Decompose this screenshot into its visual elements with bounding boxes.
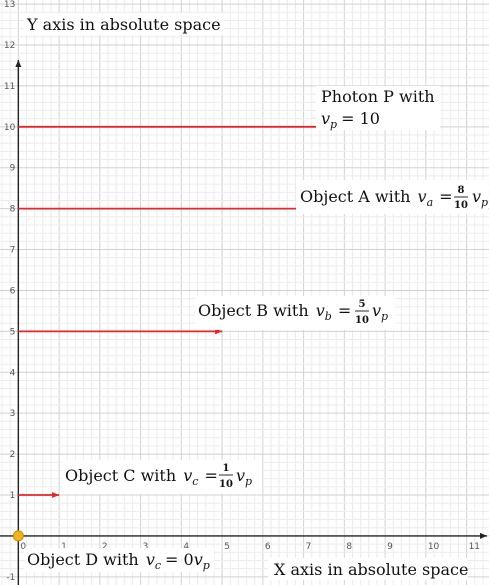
svg-text:8: 8 <box>458 185 465 196</box>
object-a-label: Object A with va = 8 10 vp <box>296 180 488 214</box>
svg-text:1: 1 <box>223 463 230 474</box>
y-tick-label: 1 <box>10 491 16 501</box>
svg-text:Object C with vc=: Object C with vc = <box>65 466 218 488</box>
y-tick-label: 13 <box>4 0 15 10</box>
x-tick-label: 6 <box>265 542 271 552</box>
x-tick-label: 2 <box>102 542 108 552</box>
y-tick-label: 11 <box>4 82 15 92</box>
photon-p-label: Photon P with vp = 10 <box>316 86 440 131</box>
svg-text:Object D with vc= 0vp: Object D with vc = 0vp <box>27 550 210 572</box>
svg-text:vp: vp <box>372 301 388 323</box>
object-b-label: Object B with vb = 5 10 vp <box>195 296 395 330</box>
svg-text:Object B with vb=: Object B with vb = <box>198 301 351 323</box>
svg-text:5: 5 <box>359 299 366 310</box>
y-tick-label: 7 <box>10 246 16 256</box>
points <box>12 530 24 542</box>
object-c-label: Object C with vc = 1 10 vp <box>62 460 262 494</box>
x-tick-label: 3 <box>143 542 149 552</box>
x-tick-label: 9 <box>387 542 393 552</box>
y-tick-label: 2 <box>10 450 16 460</box>
y-tick-label: -1 <box>6 573 15 583</box>
y-tick-label: 9 <box>10 164 16 174</box>
x-tick-label: 0 <box>20 542 26 552</box>
x-tick-label: 1 <box>61 542 67 552</box>
y-tick-label: 8 <box>10 205 16 215</box>
y-axis-label: Y axis in absolute space <box>26 15 221 34</box>
y-tick-label: 12 <box>4 41 15 51</box>
x-tick-label: 7 <box>306 542 312 552</box>
object-d-label: Object D with vc = 0vp <box>24 548 214 572</box>
svg-text:vp: vp <box>236 466 252 488</box>
svg-text:10: 10 <box>355 315 369 326</box>
x-tick-label: 8 <box>346 542 352 552</box>
svg-text:Photon P with: Photon P with <box>321 87 435 106</box>
x-tick-label: 4 <box>183 542 189 552</box>
svg-text:10: 10 <box>219 479 233 490</box>
y-tick-label: 10 <box>4 123 16 133</box>
svg-text:10: 10 <box>454 200 468 211</box>
y-tick-label: 5 <box>10 327 16 337</box>
axes <box>0 60 487 585</box>
x-tick-label: 10 <box>428 542 440 552</box>
y-tick-label: 6 <box>10 286 16 296</box>
x-tick-label: 5 <box>224 542 230 552</box>
origin-point-0 <box>12 530 24 542</box>
y-tick-label: 3 <box>10 409 16 419</box>
x-tick-label: 11 <box>469 542 480 552</box>
y-tick-label: 4 <box>10 368 16 378</box>
x-axis-label: X axis in absolute space <box>274 560 468 579</box>
svg-text:Object A with va=: Object A with va = <box>300 187 453 209</box>
svg-text:vp: vp <box>472 187 488 209</box>
svg-text:vp= 10: vp = 10 <box>321 109 380 131</box>
